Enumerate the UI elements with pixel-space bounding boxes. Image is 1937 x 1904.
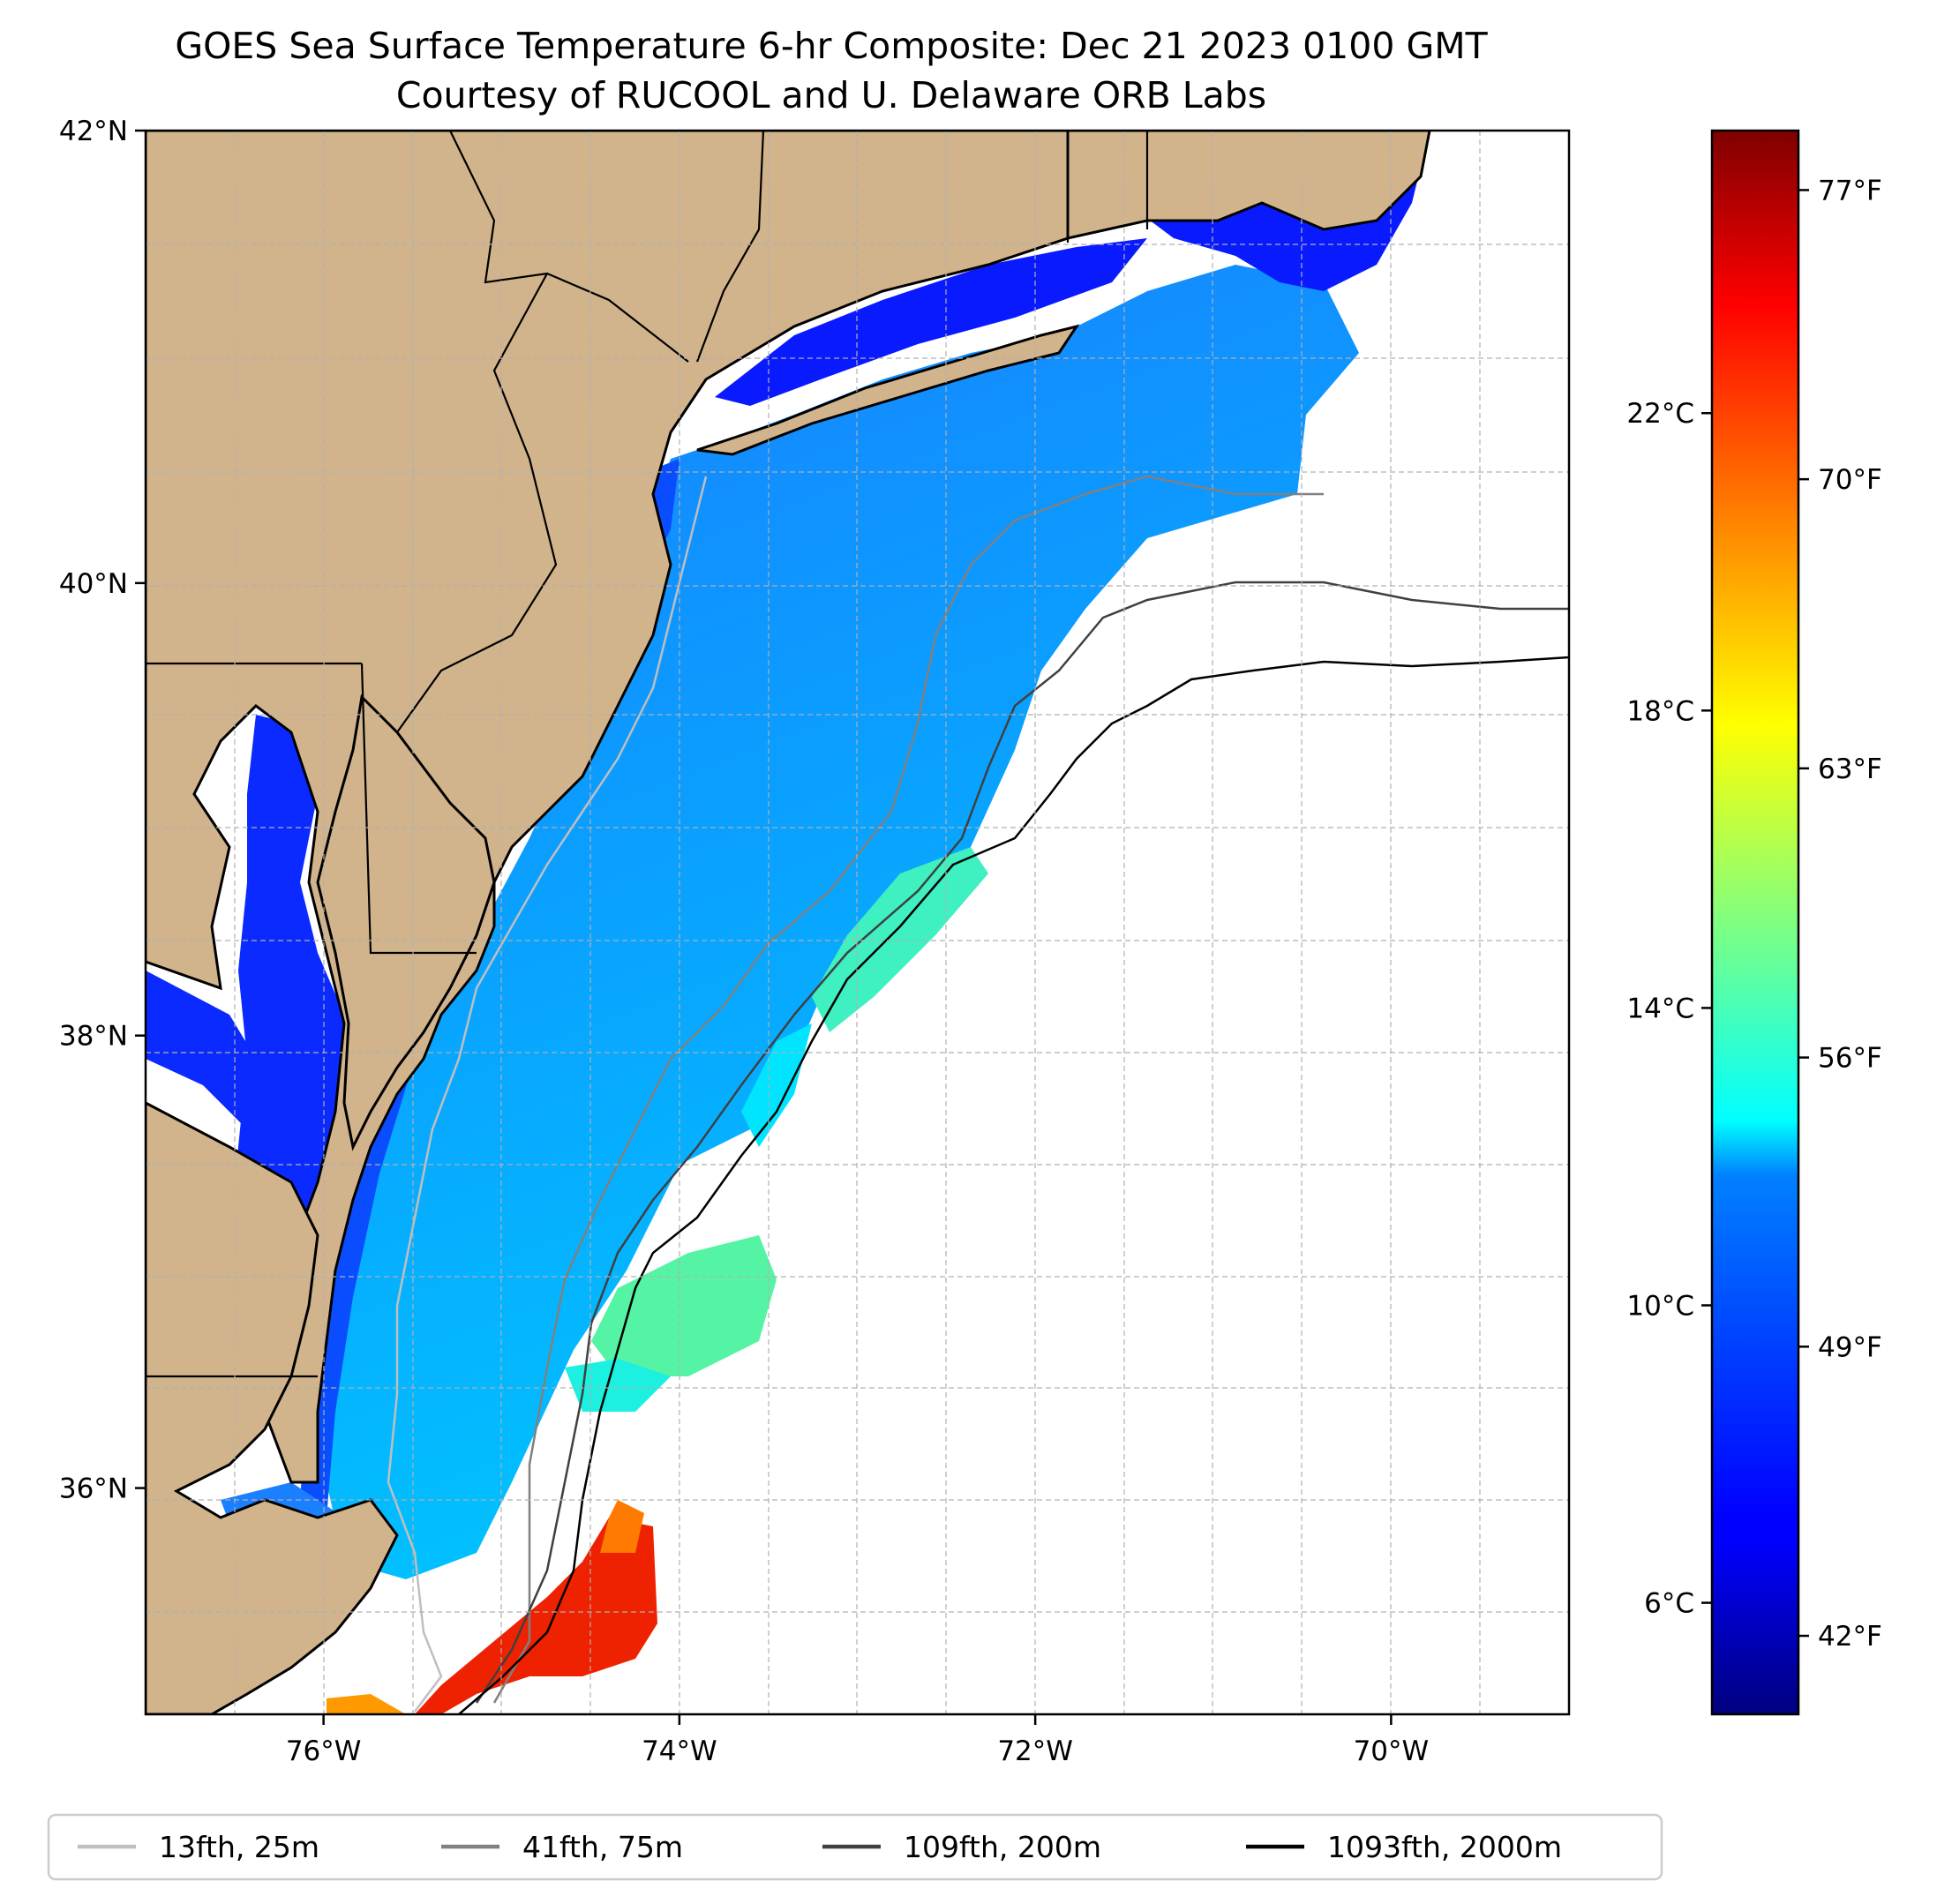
legend-label: 109fth, 200m <box>904 1830 1101 1864</box>
latitude-tick-label: 40°N <box>59 568 128 600</box>
border-pa-nj <box>396 273 558 733</box>
sst-gulfstream-edge <box>600 1500 644 1553</box>
map-panel <box>146 131 1569 1714</box>
state-borders <box>146 131 1149 1378</box>
longitude-tick-label: 70°W <box>1354 1735 1430 1767</box>
celsius-tick-label: 14°C <box>1626 993 1694 1024</box>
legend-label: 13fth, 25m <box>159 1830 319 1864</box>
fahrenheit-tick-label: 77°F <box>1818 175 1882 206</box>
map-title: GOES Sea Surface Temperature 6-hr Compos… <box>175 25 1488 67</box>
isobath-2000m <box>458 656 1569 1714</box>
fahrenheit-tick-label: 49°F <box>1818 1331 1882 1363</box>
celsius-tick-label: 6°C <box>1644 1588 1694 1620</box>
celsius-tick-label: 10°C <box>1626 1291 1694 1323</box>
sst-long-island-sound <box>715 238 1147 406</box>
latitude-tick-label: 42°N <box>59 116 128 147</box>
longitude-tick-label: 76°W <box>286 1735 362 1767</box>
map-frame <box>144 129 1571 1716</box>
colorbar: 6°C 10°C 14°C 18°C 22°C 42°F 49°F 56°F 63°F 70°F… <box>1626 129 1882 1716</box>
fahrenheit-tick-label: 70°F <box>1818 464 1882 496</box>
sst-cape-warm <box>327 1694 406 1714</box>
colorbar-celsius-ticks: 6°C 10°C 14°C 18°C 22°C <box>1626 398 1712 1620</box>
graticule <box>146 131 1569 1714</box>
sst-slope-warm-patch <box>812 847 988 1032</box>
latitude-tick-label: 36°N <box>59 1473 128 1505</box>
sst-gulfstream-core <box>415 1518 657 1714</box>
legend-label: 1093fth, 2000m <box>1327 1830 1562 1864</box>
map-subtitle: Courtesy of RUCOOL and U. Delaware ORB L… <box>396 74 1266 116</box>
latitude-tick-labels: 36°N 38°N 40°N 42°N <box>59 116 146 1505</box>
isobath-legend: 13fth, 25m 41fth, 75m 109fth, 200m 1093fth,… <box>47 1813 1663 1881</box>
colorbar-gradient <box>1710 129 1800 1716</box>
sst-slope-cyan <box>741 1023 812 1147</box>
border-md-de <box>360 663 477 955</box>
sst-gulfstream-cyan <box>565 1359 671 1412</box>
land-masses <box>146 131 1431 1714</box>
isobath-lines <box>387 475 1569 1714</box>
isobath-25m <box>387 476 708 1713</box>
fahrenheit-tick-label: 63°F <box>1818 753 1882 785</box>
legend-label: 41fth, 75m <box>522 1830 683 1864</box>
longitude-tick-label: 74°W <box>642 1735 717 1767</box>
border-pa-ny <box>449 131 689 363</box>
longitude-tick-labels: 76°W 74°W 72°W 70°W <box>286 1714 1429 1767</box>
celsius-tick-label: 22°C <box>1626 398 1694 430</box>
sst-chesapeake-western-arm <box>146 971 282 1147</box>
sst-gulfstream-green <box>591 1235 777 1376</box>
colorbar-fahrenheit-ticks: 42°F 49°F 56°F 63°F 70°F 77°F <box>1798 175 1882 1653</box>
fahrenheit-tick-label: 42°F <box>1818 1621 1882 1653</box>
land-delmarva <box>316 693 496 1151</box>
isobath-200m <box>475 581 1569 1704</box>
fahrenheit-tick-label: 56°F <box>1818 1043 1882 1075</box>
land-new-england <box>1066 131 1431 240</box>
land-mid-atlantic <box>146 131 1070 1484</box>
isobath-75m <box>492 475 1324 1704</box>
latitude-tick-label: 38°N <box>59 1021 128 1053</box>
border-ny-nj <box>695 131 765 363</box>
longitude-tick-label: 72°W <box>997 1735 1073 1767</box>
land-long-island <box>696 324 1080 456</box>
celsius-tick-label: 18°C <box>1626 695 1694 727</box>
